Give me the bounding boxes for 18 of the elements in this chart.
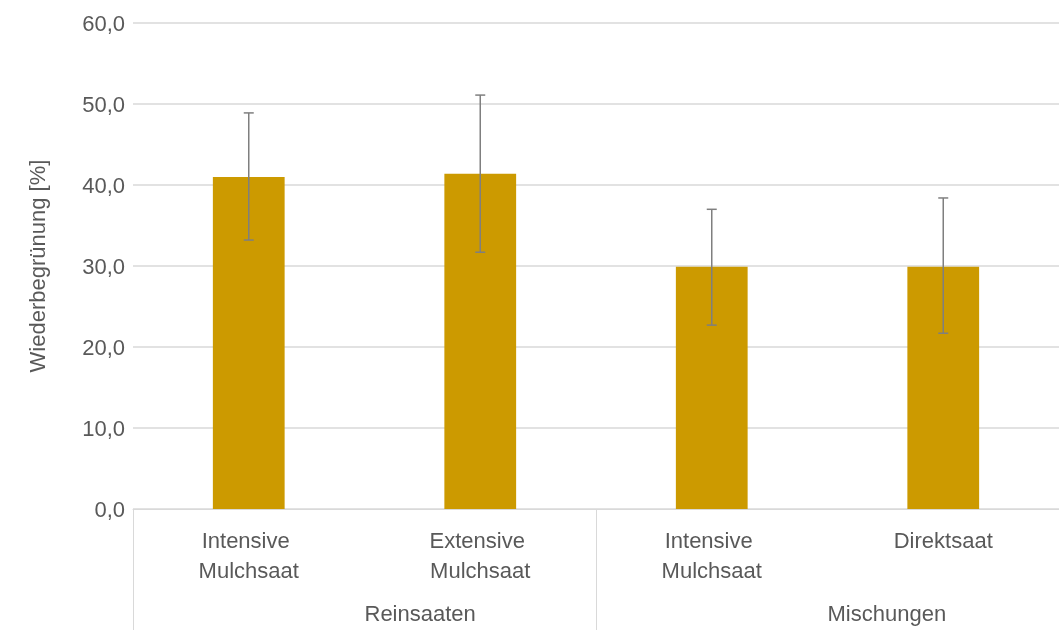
x-tick-label: Intensive Mulchsaat [198,527,299,583]
text: Reinsaaten [364,600,476,626]
y-tick-label: 50,0 [82,91,125,117]
y-tick-label: 30,0 [82,253,125,279]
y-axis-title: Wiederbegrünung [%] [24,159,50,373]
bar [212,176,285,509]
bar [675,266,748,509]
y-tick-label: 20,0 [82,334,125,360]
x-tick-label: Extensive Mulchsaat [429,527,531,583]
bar [907,266,980,509]
x-tick-label: Direktsaat [893,527,993,553]
y-tick-label: 10,0 [82,415,125,441]
text: Mischungen [827,600,947,626]
y-tick-label: 60,0 [82,10,125,36]
y-tick-label: 40,0 [82,172,125,198]
y-tick-label: 0,0 [94,496,125,522]
bar [444,173,517,509]
x-tick-label: Intensive Mulchsaat [661,527,762,583]
